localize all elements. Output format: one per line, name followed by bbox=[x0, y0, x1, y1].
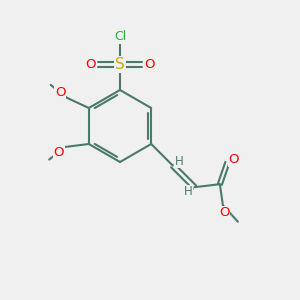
Text: S: S bbox=[115, 57, 125, 72]
Text: O: O bbox=[54, 146, 64, 160]
Text: O: O bbox=[229, 153, 239, 166]
Text: O: O bbox=[55, 85, 66, 99]
Text: H: H bbox=[183, 185, 192, 198]
Text: H: H bbox=[175, 154, 184, 168]
Text: Cl: Cl bbox=[114, 30, 126, 44]
Text: O: O bbox=[86, 58, 96, 71]
Text: O: O bbox=[144, 58, 154, 71]
Text: O: O bbox=[219, 206, 230, 219]
